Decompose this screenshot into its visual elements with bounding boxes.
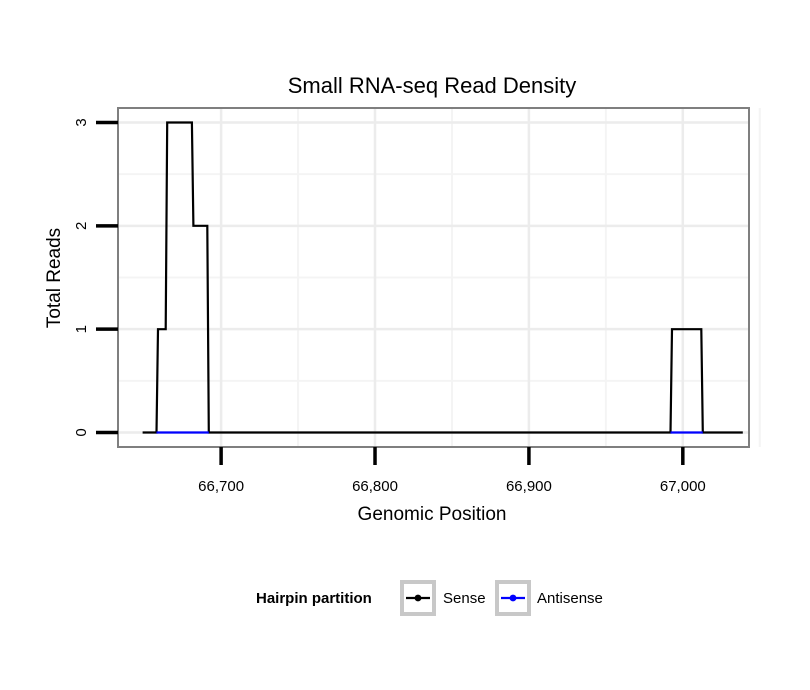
panel-border — [117, 107, 750, 448]
x-axis-label: Genomic Position — [358, 504, 507, 525]
y-tick-label: 0 — [73, 428, 90, 436]
sense-legend-point — [414, 594, 422, 602]
y-axis-label: Total Reads — [44, 228, 65, 328]
sense-legend-label: Sense — [443, 590, 486, 607]
x-tick-label: 66,900 — [506, 478, 552, 495]
x-tick-label: 67,000 — [660, 478, 706, 495]
x-tick-label: 66,700 — [198, 478, 244, 495]
antisense-legend-point — [509, 594, 517, 602]
legend-title: Hairpin partition — [256, 590, 372, 607]
axes: 66,700 66,800 66,900 67,000 0 1 2 3 — [73, 118, 706, 495]
grid — [118, 108, 761, 447]
sense-series-line — [142, 121, 743, 434]
series-layer — [142, 121, 743, 434]
legend: Hairpin partition Sense Antisense — [256, 580, 603, 616]
y-tick-label: 3 — [73, 118, 90, 126]
antisense-legend-label: Antisense — [537, 590, 603, 607]
y-tick-label: 1 — [73, 325, 90, 333]
y-tick-label: 2 — [73, 222, 90, 230]
x-tick-label: 66,800 — [352, 478, 398, 495]
chart-title: Small RNA-seq Read Density — [288, 73, 577, 98]
legend-keys: Sense Antisense — [400, 580, 603, 616]
